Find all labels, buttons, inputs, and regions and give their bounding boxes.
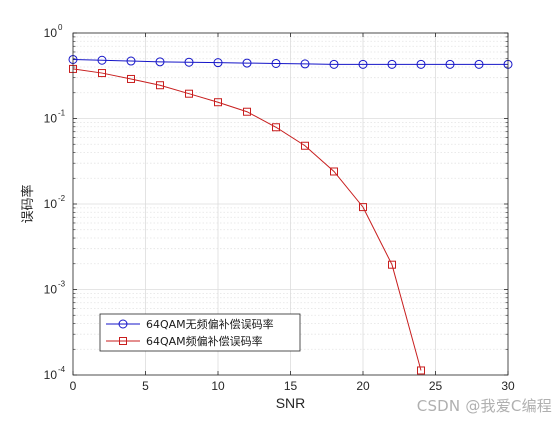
data-point-square [301,141,309,150]
data-point-square [243,107,251,116]
x-tick-label: 0 [70,379,77,393]
data-point-square [330,167,338,176]
y-tick-exponent: -2 [58,194,66,203]
data-point-circle [242,58,252,68]
series-line-0 [72,58,508,65]
y-tick-label: 10 [44,368,58,382]
y-tick-exponent: -1 [58,109,66,118]
y-axis-label: 误码率 [20,184,36,223]
x-tick-label: 20 [356,379,370,393]
legend-marker-square [119,337,127,345]
data-point-square [185,89,193,98]
y-tick-label: 10 [44,283,58,297]
x-tick-label: 30 [501,379,515,393]
legend-box [99,313,301,352]
y-tick-label: 10 [44,112,58,126]
data-point-circle [358,59,368,69]
y-tick-label: 10 [44,197,58,211]
data-point-circle [474,59,484,69]
data-point-circle [329,59,339,69]
y-tick-exponent: -3 [58,280,66,289]
data-point-circle [184,57,194,67]
data-point-square [98,69,106,78]
data-point-square [127,74,135,83]
data-point-circle [155,57,165,67]
x-tick-label: 25 [429,379,443,393]
y-tick-exponent: -4 [58,365,66,374]
data-point-circle [300,59,310,69]
data-point-square [388,260,396,269]
x-tick-label: 10 [211,379,225,393]
data-point-circle [445,59,455,69]
data-point-square [156,81,164,90]
data-point-circle [126,56,136,66]
data-point-circle [97,55,107,65]
data-point-square [359,203,367,212]
y-tick-exponent: 0 [58,23,63,32]
legend-entry-label: 64QAM无频偏补偿误码率 [146,317,274,331]
data-point-square [214,98,222,107]
y-tick-label: 10 [44,26,58,40]
data-point-square [272,123,280,132]
watermark-text: CSDN @我爱C编程 [416,397,552,415]
data-point-circle [271,58,281,68]
x-tick-label: 15 [284,379,298,393]
data-point-circle [213,58,223,68]
x-axis-label: SNR [276,395,306,411]
series-line-1 [72,68,422,371]
data-point-circle [416,59,426,69]
data-point-circle [387,59,397,69]
legend-entry-label: 64QAM频偏补偿误码率 [146,334,263,348]
legend-marker-circle [118,319,128,329]
x-tick-label: 5 [142,379,149,393]
data-point-square [417,366,425,375]
